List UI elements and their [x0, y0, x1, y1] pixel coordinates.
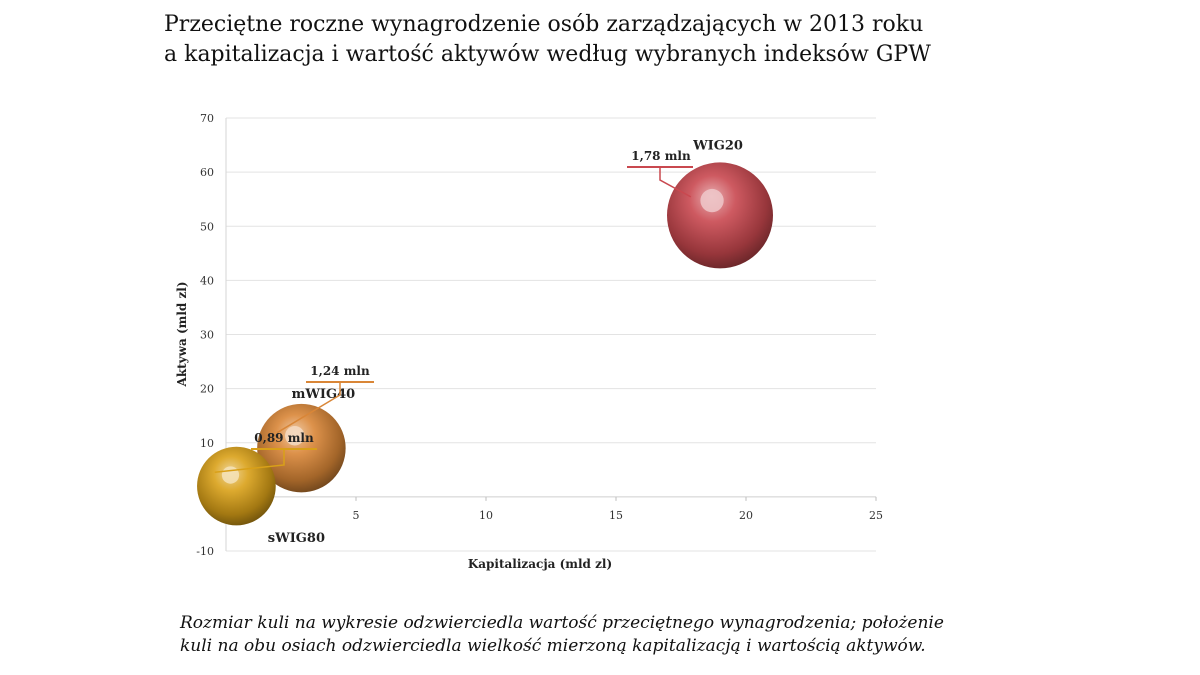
chart-caption: Rozmiar kuli na wykresie odzwierciedla w…	[180, 612, 1080, 658]
bubble-highlight	[700, 188, 724, 213]
series-label-wig20: WIG20	[692, 138, 743, 153]
x-tick-label: 5	[353, 509, 360, 522]
y-tick-label: -10	[196, 545, 214, 558]
salary-leader-line	[659, 167, 692, 198]
bubble-highlight	[221, 466, 240, 484]
y-tick-label: 70	[200, 112, 214, 125]
chart-title-line-2: a kapitalizacja i wartość aktywów według…	[164, 42, 931, 67]
y-tick-label: 10	[200, 437, 214, 450]
x-tick-label: 15	[609, 509, 623, 522]
salary-label-wig20: 1,78 mln	[631, 149, 691, 163]
y-tick-labels: -10010203040506070	[196, 112, 214, 558]
bubble-highlight	[285, 426, 305, 446]
caption-line-1: Rozmiar kuli na wykresie odzwierciedla w…	[180, 613, 944, 633]
bubble-wig20	[667, 162, 773, 269]
chart-title: Przeciętne roczne wynagrodzenie osób zar…	[164, 10, 1064, 70]
chart-title-line-1: Przeciętne roczne wynagrodzenie osób zar…	[164, 12, 924, 37]
x-tick-label: 10	[479, 509, 493, 522]
y-axis-label: Aktywa (mld zl)	[175, 282, 189, 388]
salary-leader-line	[276, 382, 341, 434]
salary-leader-line	[214, 449, 285, 474]
bubbles	[197, 162, 773, 526]
salary-label-swig80: 0,89 mln	[254, 431, 314, 445]
bubble-swig80	[197, 446, 276, 526]
series-label-swig80: sWIG80	[268, 531, 325, 546]
salary-label-mwig40: 1,24 mln	[310, 364, 370, 378]
series-label-mwig40: mWIG40	[292, 387, 356, 402]
x-tick-label: 25	[869, 509, 883, 522]
y-tick-label: 60	[200, 166, 214, 179]
y-tick-label: 30	[200, 329, 214, 342]
x-tick-label: 20	[739, 509, 753, 522]
x-axis-label: Kapitalizacja (mld zl)	[468, 557, 612, 571]
y-tick-label: 40	[200, 274, 214, 287]
y-tick-label: 20	[200, 383, 214, 396]
caption-line-2: kuli na obu osiach odzwierciedla wielkoś…	[180, 636, 926, 656]
y-tick-label: 50	[200, 220, 214, 233]
